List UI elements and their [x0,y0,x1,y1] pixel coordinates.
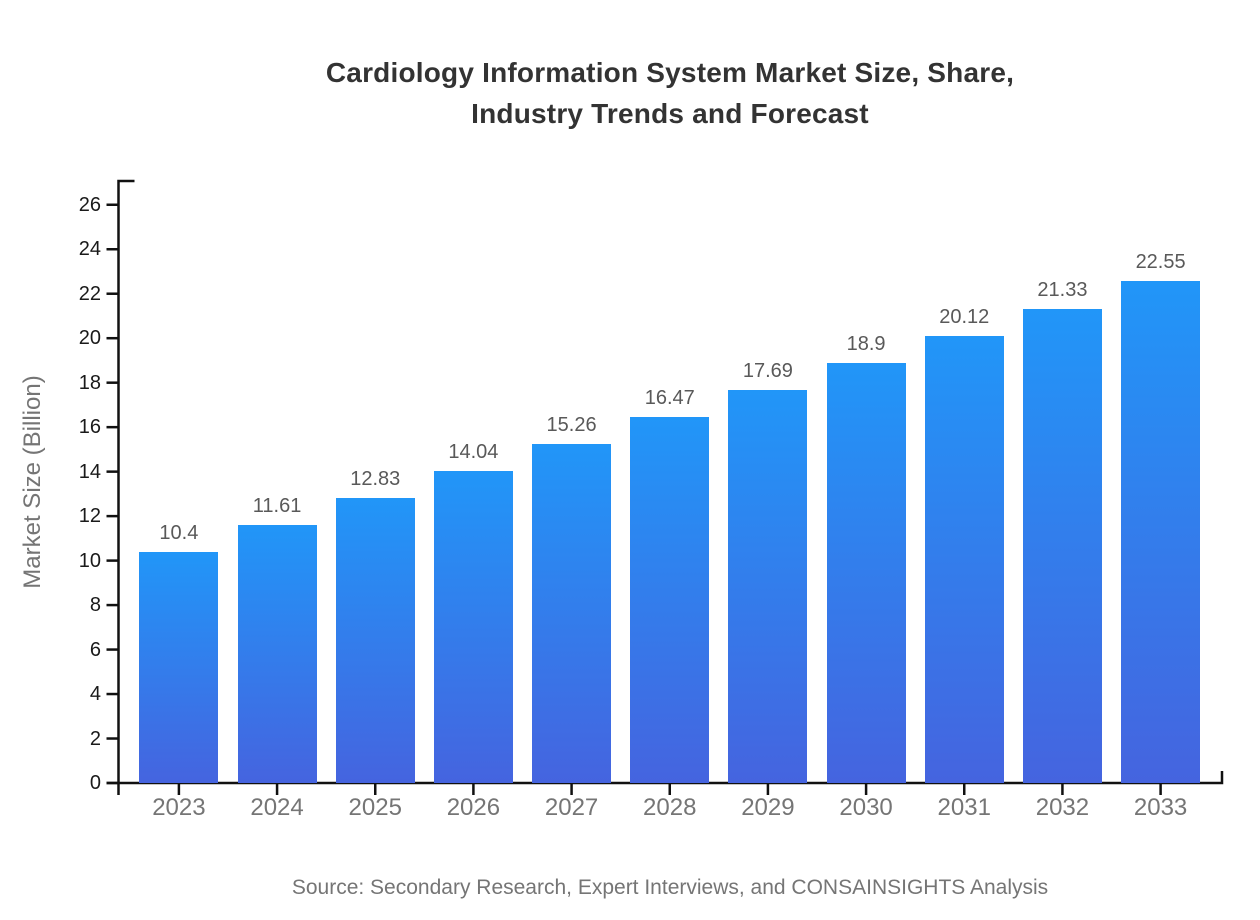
bar-2027 [532,443,612,783]
bar-value-label: 20.12 [939,305,990,328]
chart-title-line1: Cardiology Information System Market Siz… [325,57,1015,88]
y-tick-label: 12 [78,505,101,528]
chart-title: Cardiology Information System Market Siz… [80,52,1260,134]
bar-value-label: 21.33 [1037,278,1088,301]
bar-value-label: 15.26 [546,413,597,436]
x-tick-label-2030: 2030 [839,794,893,821]
x-tick-label-2027: 2027 [544,794,599,821]
bar-2028 [630,416,710,783]
bar-value-label: 11.61 [252,494,302,517]
bar-2029 [728,389,808,783]
y-tick-label: 14 [78,460,101,483]
source-note: Source: Secondary Research, Expert Inter… [291,876,1049,899]
bar-2030 [826,362,906,783]
bar-2031 [924,335,1004,783]
chart-title-line2: Industry Trends and Forecast [471,98,869,129]
bar-2026 [433,470,513,783]
y-tick-label: 0 [89,772,101,794]
y-tick-label: 16 [78,416,101,439]
x-tick-label-2029: 2029 [741,794,795,821]
x-tick-label-2028: 2028 [643,794,697,821]
x-tick-label-2031: 2031 [937,794,991,821]
y-tick-label: 18 [78,371,101,394]
bar-value-label: 12.83 [350,467,401,490]
y-tick-label: 4 [89,683,101,706]
x-tick-label-2026: 2026 [446,794,501,821]
x-tick-label-2024: 2024 [250,794,304,821]
bar-value-label: 18.9 [846,332,886,355]
x-axis-line [106,771,1224,785]
bar-2033 [1121,281,1201,783]
bar-2032 [1022,308,1102,783]
y-tick-label: 6 [89,638,101,661]
x-tick-label-2033: 2033 [1133,794,1188,821]
bar-value-label: 10.4 [159,521,199,544]
axis-lines [106,179,1224,795]
y-tick-label: 8 [89,594,101,617]
y-tick-label: 24 [78,238,101,261]
bar-value-label: 22.55 [1135,251,1186,274]
bar-value-label: 16.47 [644,386,695,409]
x-tick-label-2023: 2023 [152,794,206,821]
axis-ticks [106,203,1162,795]
y-tick-label: 22 [78,282,101,305]
bar-value-label: 17.69 [742,359,793,382]
y-tick-label: 2 [89,727,101,750]
y-tick-label: 10 [78,549,101,572]
bar-2024 [237,524,317,783]
bar-2025 [335,497,415,783]
x-tick-label-2025: 2025 [348,794,402,821]
bar-value-label: 14.04 [448,440,499,463]
x-tick-label-2032: 2032 [1035,794,1090,821]
y-tick-label: 26 [78,193,101,216]
bar-2023 [139,551,219,783]
y-tick-label: 20 [78,327,101,350]
y-axis-line [117,179,135,795]
